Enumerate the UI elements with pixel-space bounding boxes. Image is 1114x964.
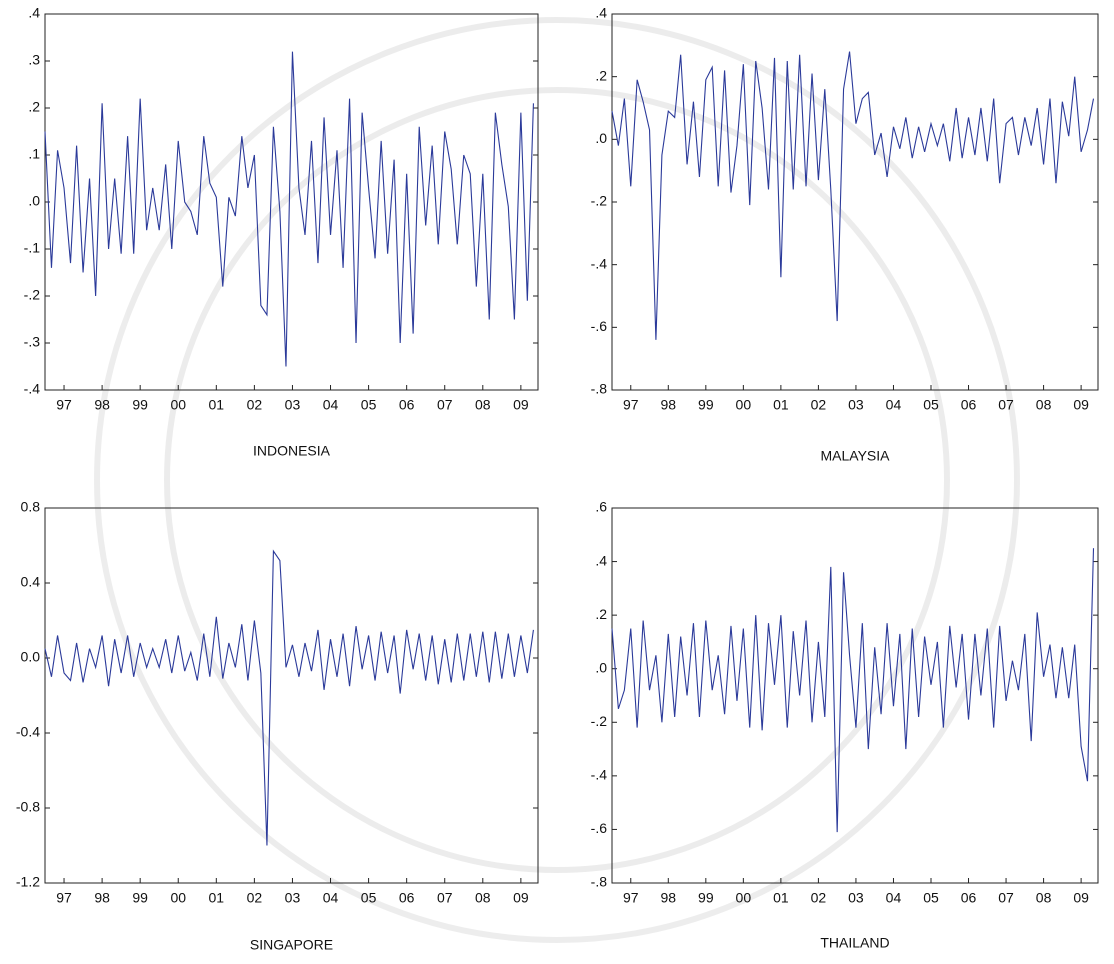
x-tick-label: 02 bbox=[247, 890, 263, 906]
x-tick-label: 03 bbox=[285, 397, 301, 413]
x-tick-label: 02 bbox=[811, 890, 827, 906]
x-tick-label: 06 bbox=[399, 397, 415, 413]
x-tick-label: 03 bbox=[848, 890, 864, 906]
x-tick-label: 07 bbox=[437, 890, 453, 906]
y-tick-label: .0 bbox=[595, 130, 607, 146]
x-tick-label: 06 bbox=[961, 397, 977, 413]
y-tick-label: .2 bbox=[595, 67, 607, 83]
y-tick-label: -.8 bbox=[591, 381, 608, 397]
data-line bbox=[44, 549, 534, 846]
x-tick-label: 00 bbox=[170, 890, 186, 906]
x-tick-label: 00 bbox=[736, 890, 752, 906]
y-tick-label: .2 bbox=[595, 606, 607, 622]
y-tick-label: .2 bbox=[28, 99, 40, 115]
y-tick-label: -.2 bbox=[24, 287, 41, 303]
x-tick-label: 04 bbox=[323, 890, 339, 906]
y-tick-label: .4 bbox=[28, 5, 40, 21]
x-tick-label: 05 bbox=[923, 397, 939, 413]
y-tick-label: .1 bbox=[28, 146, 40, 162]
x-tick-label: 08 bbox=[1036, 397, 1052, 413]
y-tick-label: -.3 bbox=[24, 334, 41, 350]
y-tick-label: -.2 bbox=[591, 193, 608, 209]
x-tick-label: 07 bbox=[998, 890, 1014, 906]
y-tick-label: -.6 bbox=[591, 820, 608, 836]
x-tick-label: 08 bbox=[1036, 890, 1052, 906]
x-tick-label: 98 bbox=[94, 890, 110, 906]
x-tick-label: 03 bbox=[848, 397, 864, 413]
y-tick-label: .4 bbox=[595, 5, 607, 21]
x-tick-label: 08 bbox=[475, 890, 491, 906]
x-tick-label: 05 bbox=[923, 890, 939, 906]
x-tick-label: 97 bbox=[623, 890, 639, 906]
x-tick-label: 06 bbox=[399, 890, 415, 906]
x-tick-label: 99 bbox=[698, 890, 714, 906]
x-tick-label: 00 bbox=[170, 397, 186, 413]
x-tick-label: 97 bbox=[623, 397, 639, 413]
x-tick-label: 01 bbox=[773, 890, 789, 906]
x-tick-label: 03 bbox=[285, 890, 301, 906]
x-tick-label: 09 bbox=[1073, 890, 1089, 906]
x-tick-label: 01 bbox=[773, 397, 789, 413]
y-tick-label: -.4 bbox=[24, 381, 41, 397]
x-tick-label: 00 bbox=[736, 397, 752, 413]
y-tick-label: -.2 bbox=[591, 713, 608, 729]
y-tick-label: .0 bbox=[595, 659, 607, 675]
x-tick-label: 04 bbox=[323, 397, 339, 413]
x-tick-label: 08 bbox=[475, 397, 491, 413]
x-tick-label: 98 bbox=[661, 890, 677, 906]
x-tick-label: 07 bbox=[437, 397, 453, 413]
chart-title: INDONESIA bbox=[253, 443, 331, 459]
y-tick-label: -0.8 bbox=[16, 799, 40, 815]
chart-title: THAILAND bbox=[820, 935, 889, 951]
y-tick-label: .0 bbox=[28, 193, 40, 209]
x-tick-label: 98 bbox=[94, 397, 110, 413]
x-tick-label: 97 bbox=[56, 890, 72, 906]
plot-frame bbox=[611, 507, 1099, 884]
x-tick-label: 06 bbox=[961, 890, 977, 906]
data-line bbox=[44, 51, 534, 367]
chart-title: MALAYSIA bbox=[821, 448, 891, 464]
y-tick-label: -.4 bbox=[591, 255, 608, 271]
y-tick-label: 0.8 bbox=[21, 499, 41, 515]
x-tick-label: 05 bbox=[361, 890, 377, 906]
y-tick-label: 0.0 bbox=[21, 649, 41, 665]
y-tick-label: -.8 bbox=[591, 874, 608, 890]
y-tick-label: -.4 bbox=[591, 767, 608, 783]
data-line bbox=[611, 51, 1095, 340]
x-tick-label: 99 bbox=[698, 397, 714, 413]
x-tick-label: 09 bbox=[513, 397, 529, 413]
x-tick-label: 99 bbox=[132, 397, 148, 413]
plot-frame bbox=[611, 13, 1099, 391]
x-tick-label: 05 bbox=[361, 397, 377, 413]
x-tick-label: 01 bbox=[209, 890, 225, 906]
x-tick-label: 97 bbox=[56, 397, 72, 413]
x-tick-label: 04 bbox=[886, 397, 902, 413]
y-tick-label: 0.4 bbox=[21, 574, 41, 590]
x-tick-label: 01 bbox=[209, 397, 225, 413]
x-tick-label: 09 bbox=[1073, 397, 1089, 413]
x-tick-label: 98 bbox=[661, 397, 677, 413]
y-tick-label: .4 bbox=[595, 552, 607, 568]
y-tick-label: -.1 bbox=[24, 240, 41, 256]
y-tick-label: .3 bbox=[28, 52, 40, 68]
y-tick-label: -0.4 bbox=[16, 724, 40, 740]
x-tick-label: 09 bbox=[513, 890, 529, 906]
x-tick-label: 07 bbox=[998, 397, 1014, 413]
x-tick-label: 02 bbox=[247, 397, 263, 413]
y-tick-label: -1.2 bbox=[16, 874, 40, 890]
chart-title: SINGAPORE bbox=[250, 937, 333, 953]
x-tick-label: 04 bbox=[886, 890, 902, 906]
data-line bbox=[611, 548, 1095, 833]
plot-frame bbox=[44, 507, 539, 884]
x-tick-label: 02 bbox=[811, 397, 827, 413]
watermark bbox=[94, 17, 1020, 943]
y-tick-label: -.6 bbox=[591, 318, 608, 334]
y-tick-label: .6 bbox=[595, 499, 607, 515]
x-tick-label: 99 bbox=[132, 890, 148, 906]
